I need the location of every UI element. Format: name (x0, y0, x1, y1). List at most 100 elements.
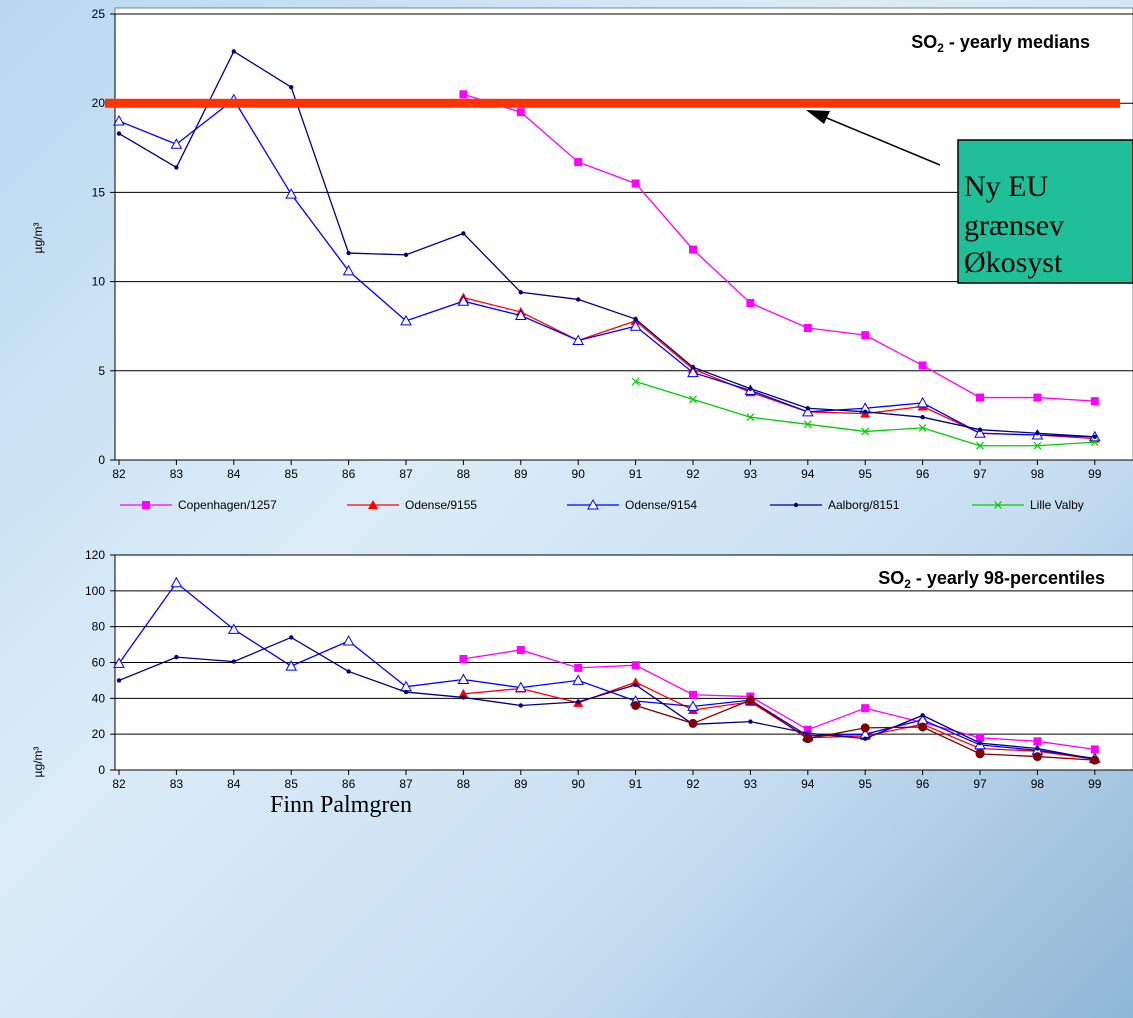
data-point (746, 299, 755, 308)
data-point (174, 165, 179, 170)
data-point (1032, 752, 1042, 762)
data-point (459, 90, 468, 99)
chart-title-98-percentiles: SO2 - yearly 98-percentiles (878, 568, 1105, 591)
series-aalborg-8151 (116, 635, 1098, 762)
data-point (174, 654, 179, 660)
legend-label: Odense/9155 (405, 498, 477, 512)
data-point (289, 635, 294, 640)
data-point (689, 245, 697, 254)
x-tick-label: 95 (859, 777, 873, 791)
y-tick-label: 80 (92, 620, 106, 634)
legend-marker (587, 498, 599, 510)
legend-item-lille-valby: Lille Valby (972, 498, 1084, 512)
data-point (461, 231, 466, 236)
series-odense-9154 (113, 93, 1101, 442)
data-point (116, 678, 122, 683)
data-point (746, 413, 755, 422)
y-tick-label: 15 (92, 185, 106, 199)
legend-item-odense-9155: Odense/9155 (347, 498, 477, 512)
data-point (1033, 393, 1042, 402)
y-tick-label: 40 (92, 691, 106, 705)
data-point (285, 660, 298, 671)
x-tick-label: 86 (342, 777, 356, 791)
data-point (687, 700, 699, 711)
callout-line-2: grænsev (964, 209, 1064, 242)
x-tick-label: 88 (457, 777, 471, 791)
x-tick-label: 88 (457, 467, 471, 481)
x-tick-label: 91 (629, 777, 643, 791)
data-point (861, 331, 870, 340)
legend-item-aalborg-8151: Aalborg/8151 (770, 498, 900, 512)
series-lille-valby (631, 377, 1099, 450)
data-point (748, 386, 753, 391)
y-tick-label: 10 (92, 275, 106, 289)
data-point (687, 366, 699, 378)
y-tick-label: 100 (85, 584, 105, 598)
x-tick-label: 87 (399, 777, 413, 791)
data-point (803, 323, 812, 332)
data-point (457, 295, 470, 306)
x-tick-label: 84 (227, 467, 241, 481)
data-point (803, 725, 812, 734)
x-tick-label: 93 (744, 467, 758, 481)
data-point (170, 138, 183, 149)
data-point (1090, 397, 1099, 406)
data-point (748, 719, 753, 724)
x-tick-label: 95 (859, 467, 873, 481)
legend-marker (368, 500, 378, 509)
x-tick-label: 99 (1088, 467, 1102, 481)
data-point (863, 736, 868, 741)
x-tick-label: 94 (801, 467, 815, 481)
data-point (342, 264, 355, 276)
data-point (459, 654, 468, 663)
legend-item-copenhagen-1257: Copenhagen/1257 (120, 498, 277, 512)
callout-line-3: Økosyst (964, 246, 1063, 279)
data-point (918, 361, 927, 370)
data-point (976, 733, 984, 742)
x-tick-label: 93 (744, 777, 758, 791)
x-tick-label: 84 (227, 777, 241, 791)
data-point (803, 420, 812, 429)
data-point (630, 677, 641, 687)
data-point (631, 701, 641, 710)
data-point (342, 634, 355, 646)
data-point (918, 423, 927, 432)
data-point (745, 695, 755, 705)
x-tick-label: 97 (973, 777, 987, 791)
x-tick-label: 92 (686, 777, 700, 791)
data-point (403, 689, 409, 695)
data-point (516, 645, 525, 654)
data-point (574, 158, 583, 167)
series-aalborg-8151 (116, 49, 1098, 440)
data-point (518, 290, 523, 295)
data-point (458, 688, 469, 698)
series-line (463, 649, 1095, 751)
x-tick-label: 90 (572, 467, 586, 481)
x-tick-label: 96 (916, 467, 930, 481)
series-line (118, 98, 1095, 438)
x-tick-label: 91 (629, 467, 643, 481)
data-point (514, 681, 527, 693)
callout-box (957, 139, 1133, 284)
data-point (576, 699, 581, 705)
legend-marker (142, 501, 150, 509)
data-point (514, 309, 527, 320)
data-point (916, 396, 929, 408)
data-point (803, 734, 813, 744)
data-point (975, 749, 985, 759)
x-tick-label: 82 (112, 777, 126, 791)
x-tick-label: 98 (1031, 777, 1045, 791)
chart-yearly-98-percentiles: 0 20 40 60 80 100 120 82 83 84 85 86 87 88 89 90 91 92 93… (31, 548, 1133, 791)
x-tick-label: 90 (572, 777, 586, 791)
data-point (231, 49, 236, 54)
callout-line-1: Ny EU (964, 170, 1048, 203)
legend-label: Odense/9154 (625, 498, 697, 512)
legend-marker (793, 502, 799, 508)
data-point (863, 409, 868, 415)
x-tick-label: 85 (285, 777, 299, 791)
data-point (1033, 737, 1042, 746)
data-point (977, 740, 983, 746)
series-line (118, 50, 1095, 438)
data-point (113, 657, 125, 668)
